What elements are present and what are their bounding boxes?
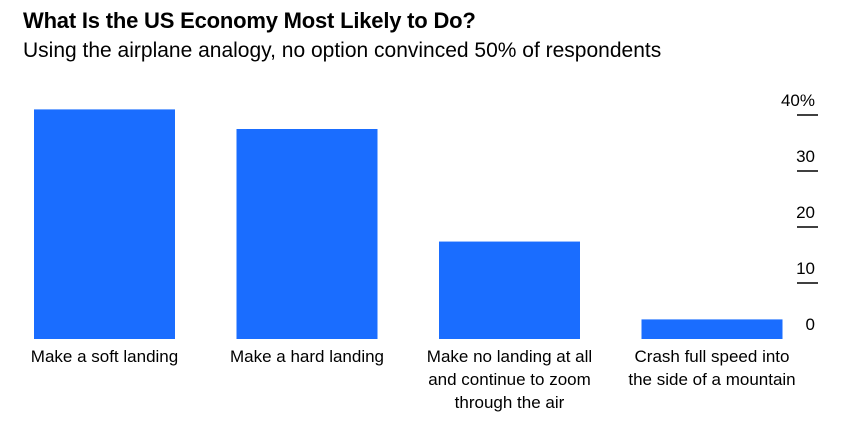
y-tick-label-2: 20 xyxy=(796,203,815,222)
x-tick-label-2-2: through the air xyxy=(455,393,565,412)
chart-title: What Is the US Economy Most Likely to Do… xyxy=(23,8,476,33)
x-tick-label-2-1: and continue to zoom xyxy=(428,370,591,389)
x-tick-label-3-0: Crash full speed into xyxy=(635,347,790,366)
x-tick-label-0-0: Make a soft landing xyxy=(31,347,178,366)
y-tick-label-3: 30 xyxy=(796,147,815,166)
plot-area xyxy=(34,109,783,340)
y-tick-label-0: 0 xyxy=(806,315,815,334)
bar-2 xyxy=(439,241,580,339)
x-axis: Make a soft landing Make a hard landing Ma… xyxy=(31,347,796,412)
y-tick-label-1: 10 xyxy=(796,259,815,278)
bar-0 xyxy=(34,109,175,340)
chart-subtitle: Using the airplane analogy, no option co… xyxy=(23,39,662,62)
x-tick-label-1-0: Make a hard landing xyxy=(230,347,384,366)
x-tick-label-3-1: the side of a mountain xyxy=(628,370,795,389)
y-axis: 0 10 20 30 40% xyxy=(781,91,818,334)
bar-3 xyxy=(641,319,783,339)
bar-1 xyxy=(236,129,378,339)
x-tick-label-2-0: Make no landing at all xyxy=(427,347,592,366)
y-tick-label-4: 40% xyxy=(781,91,815,110)
